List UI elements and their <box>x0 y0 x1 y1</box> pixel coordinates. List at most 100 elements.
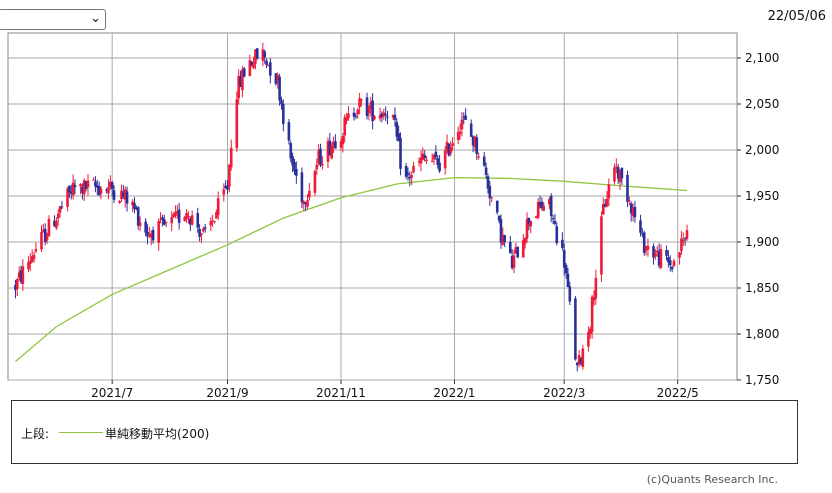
candle-up <box>339 141 343 148</box>
candle-down <box>562 250 566 268</box>
candle-down <box>146 231 149 237</box>
candle-up <box>451 143 454 146</box>
x-axis: 2021/7 2021/9 2021/11 2022/1 2022/3 2022/5 <box>91 380 699 400</box>
x-tick-label: 2022/3 <box>543 386 585 400</box>
candle-down <box>224 185 227 189</box>
candle-down <box>499 219 503 243</box>
y-tick-label: 2,050 <box>745 97 779 111</box>
candle-down <box>289 143 293 159</box>
candle-up <box>315 164 319 170</box>
candle-up <box>613 167 616 182</box>
y-tick-label: 1,950 <box>745 189 779 203</box>
candle-down <box>105 189 108 191</box>
candle-down <box>495 200 499 213</box>
candle-down <box>69 191 73 194</box>
candle-up <box>313 170 317 193</box>
candle-up <box>373 116 376 120</box>
legend: 上段: 単純移動平均(200) <box>11 400 798 464</box>
period-select[interactable]: ⌄ <box>0 9 106 30</box>
candle-up <box>308 190 311 198</box>
candle-up <box>92 179 95 181</box>
candle-down <box>352 112 356 117</box>
candle-up <box>536 201 540 218</box>
candle-up <box>148 234 151 236</box>
candle-up <box>369 102 373 109</box>
candle-up <box>356 109 360 115</box>
candle-down <box>603 204 607 207</box>
candle-up <box>16 279 19 289</box>
candle-down <box>263 51 267 58</box>
candle-down <box>135 207 138 210</box>
candle-down <box>616 167 620 179</box>
candle-up <box>317 150 320 164</box>
candle-up <box>685 230 689 239</box>
candle-down <box>551 218 555 220</box>
candle-up <box>594 277 598 299</box>
candle-down <box>19 270 23 282</box>
candle-down <box>633 206 637 218</box>
candle-down <box>161 217 164 220</box>
candle-up <box>27 262 30 270</box>
candle-up <box>514 246 518 254</box>
candle-up <box>443 150 447 169</box>
candle-up <box>425 159 428 162</box>
moving-average-series <box>14 176 688 363</box>
candle-down <box>43 228 47 242</box>
candle-down <box>282 104 285 124</box>
candle-down <box>497 215 501 221</box>
copyright-credit: (c)Quants Research Inc. <box>646 473 778 486</box>
candle-down <box>280 100 283 105</box>
candle-down <box>447 143 451 156</box>
candle-up <box>185 212 188 219</box>
candle-up <box>458 131 462 134</box>
candle-down <box>319 148 322 166</box>
candle-down <box>84 180 88 189</box>
x-tick-label: 2021/9 <box>206 386 248 400</box>
candle-up <box>254 49 257 64</box>
candle-up <box>170 217 174 224</box>
candle-up <box>159 218 162 220</box>
candle-up <box>445 141 449 151</box>
candle-up <box>149 233 153 238</box>
candle-down <box>242 68 246 77</box>
candle-down <box>53 220 56 227</box>
candle-up <box>456 131 460 140</box>
y-tick-label: 1,850 <box>745 281 779 295</box>
y-tick-label: 1,750 <box>745 373 779 387</box>
candle-up <box>618 171 622 182</box>
candle-down <box>133 203 136 210</box>
candle-down <box>575 362 579 366</box>
candle-down <box>151 230 155 241</box>
candle-down <box>683 238 687 240</box>
candle-down <box>268 62 272 76</box>
candle-down <box>652 246 655 258</box>
candle-up <box>138 222 142 227</box>
candle-up <box>47 218 51 237</box>
candle-up <box>216 198 220 216</box>
candle-up <box>215 212 218 219</box>
candle-up <box>66 188 69 207</box>
candle-down <box>371 100 374 122</box>
candle-down <box>196 213 200 228</box>
candle-up <box>332 141 335 147</box>
candle-down <box>203 227 207 229</box>
candle-up <box>347 113 350 119</box>
candle-up <box>367 107 371 114</box>
candle-down <box>510 256 514 269</box>
candle-up <box>655 250 659 253</box>
candle-down <box>94 181 97 187</box>
candle-down <box>255 48 259 59</box>
candle-up <box>120 190 123 200</box>
candle-up <box>601 204 605 215</box>
candle-up <box>209 221 213 226</box>
candle-down <box>177 209 181 223</box>
candle-down <box>144 221 147 233</box>
candle-down <box>386 116 389 118</box>
grid-lines <box>8 33 737 381</box>
candle-up <box>512 255 516 268</box>
candle-down <box>68 185 71 193</box>
candle-down <box>668 260 672 266</box>
candle-down <box>670 266 674 270</box>
candle-up <box>21 266 25 285</box>
candle-down <box>469 123 473 137</box>
